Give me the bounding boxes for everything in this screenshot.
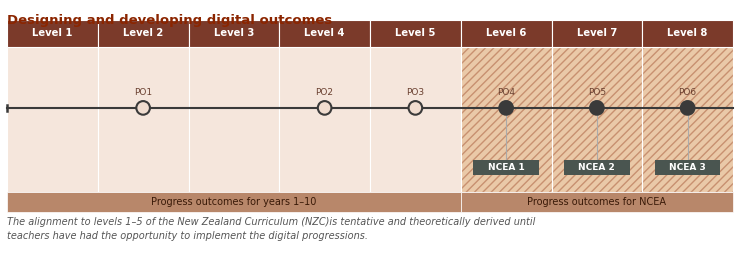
Bar [189, 47, 279, 192]
Bar [98, 20, 189, 47]
Bar [474, 160, 539, 175]
Text: Level 1: Level 1 [32, 29, 73, 38]
Text: The alignment to levels 1–5 of the New Zealand Curriculum (NZC)is tentative and : The alignment to levels 1–5 of the New Z… [7, 217, 535, 241]
Text: Level 4: Level 4 [304, 29, 345, 38]
Bar [551, 47, 642, 192]
Circle shape [590, 101, 604, 115]
Bar [564, 160, 630, 175]
Text: Progress outcomes for NCEA: Progress outcomes for NCEA [528, 197, 667, 207]
Text: Level 3: Level 3 [214, 29, 254, 38]
Bar [461, 192, 733, 212]
Text: NCEA 3: NCEA 3 [669, 163, 706, 172]
Circle shape [317, 101, 332, 115]
Bar [461, 47, 551, 192]
Text: Level 5: Level 5 [395, 29, 436, 38]
Text: Level 6: Level 6 [486, 29, 526, 38]
Bar [642, 47, 733, 192]
Bar [7, 192, 461, 212]
Bar [370, 20, 461, 47]
Bar [7, 20, 98, 47]
Bar [551, 20, 642, 47]
Bar [461, 47, 551, 192]
Bar [551, 47, 642, 192]
Text: Level 7: Level 7 [576, 29, 617, 38]
Text: Level 8: Level 8 [667, 29, 708, 38]
Bar [279, 47, 370, 192]
Bar [370, 47, 461, 192]
Text: NCEA 1: NCEA 1 [488, 163, 525, 172]
Bar [189, 20, 279, 47]
Bar [642, 20, 733, 47]
Bar [655, 160, 720, 175]
Bar [642, 47, 733, 192]
Circle shape [136, 101, 150, 115]
Circle shape [681, 101, 694, 115]
Bar [98, 47, 189, 192]
Bar [7, 47, 98, 192]
Text: NCEA 2: NCEA 2 [579, 163, 615, 172]
Text: PO1: PO1 [134, 88, 152, 97]
Text: Level 2: Level 2 [123, 29, 164, 38]
Text: PO2: PO2 [316, 88, 334, 97]
Circle shape [500, 101, 513, 115]
Text: PO3: PO3 [406, 88, 425, 97]
Text: PO4: PO4 [497, 88, 515, 97]
Bar [279, 20, 370, 47]
Text: PO6: PO6 [679, 88, 696, 97]
Text: Designing and developing digital outcomes: Designing and developing digital outcome… [7, 14, 332, 27]
Text: PO5: PO5 [588, 88, 606, 97]
Circle shape [408, 101, 423, 115]
Text: Progress outcomes for years 1–10: Progress outcomes for years 1–10 [151, 197, 317, 207]
Bar [461, 20, 551, 47]
